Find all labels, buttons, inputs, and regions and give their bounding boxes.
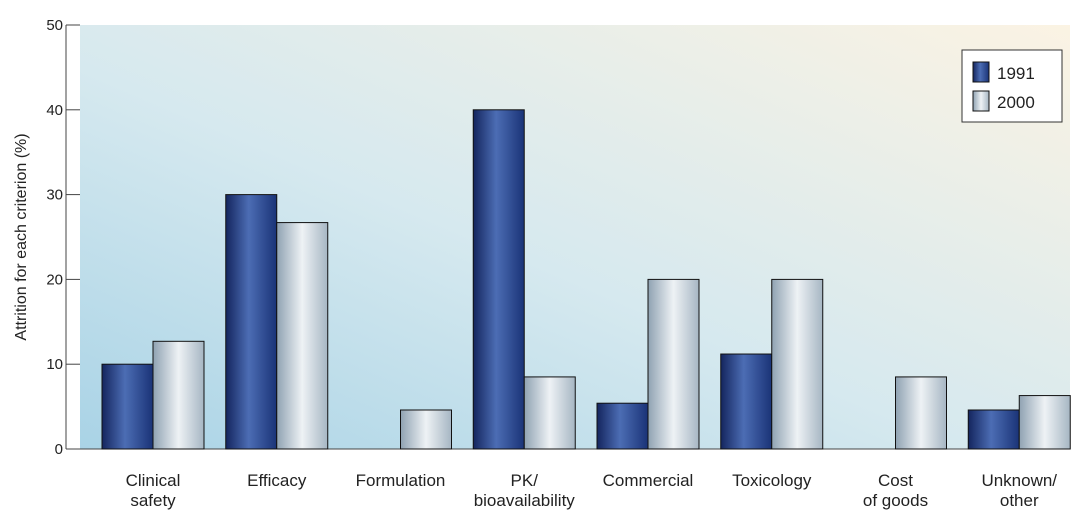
x-category-label: Clinical safety: [126, 471, 181, 510]
legend-label-1991: 1991: [997, 64, 1035, 83]
y-tick-label: 10: [46, 356, 63, 373]
y-tick-label: 40: [46, 102, 63, 119]
bar-2000: [1018, 395, 1071, 450]
x-category-label: PK/bioavailability: [474, 471, 576, 510]
bar-2000: [276, 222, 329, 450]
category-labels: Clinical safety Efficacy Formulation PK/bioa…: [126, 471, 1058, 510]
bar-2000: [647, 278, 700, 450]
y-tick-label: 0: [55, 441, 63, 458]
bar-2000: [400, 409, 452, 450]
x-category-label: Unknown/other: [981, 471, 1057, 510]
bar-1991: [967, 409, 1020, 450]
bar-1991: [720, 353, 773, 450]
x-category-label: Formulation: [356, 471, 446, 490]
legend-swatch-2000: [972, 90, 990, 112]
y-axis-title: Attrition for each criterion (%): [13, 133, 30, 340]
x-category-label: Efficacy: [247, 471, 307, 490]
y-tick-label: 50: [46, 17, 63, 34]
x-category-label: Commercial: [603, 471, 694, 490]
bars: [101, 109, 1071, 450]
bar-1991: [225, 194, 278, 450]
legend-label-2000: 2000: [997, 93, 1035, 112]
bar-2000: [895, 376, 947, 450]
bar-1991: [472, 109, 525, 450]
x-category-label: Cost of goods: [863, 471, 928, 510]
legend: 1991 2000: [961, 49, 1063, 123]
y-tick-label: 30: [46, 187, 63, 204]
x-category-label: Toxicology: [732, 471, 812, 490]
bar-2000: [523, 376, 576, 450]
legend-swatch-1991: [972, 61, 990, 83]
bar-1991: [596, 402, 649, 450]
bar-1991: [101, 363, 154, 450]
bar-2000: [152, 340, 205, 450]
bar-2000: [771, 278, 824, 450]
y-tick-label: 20: [46, 271, 63, 288]
